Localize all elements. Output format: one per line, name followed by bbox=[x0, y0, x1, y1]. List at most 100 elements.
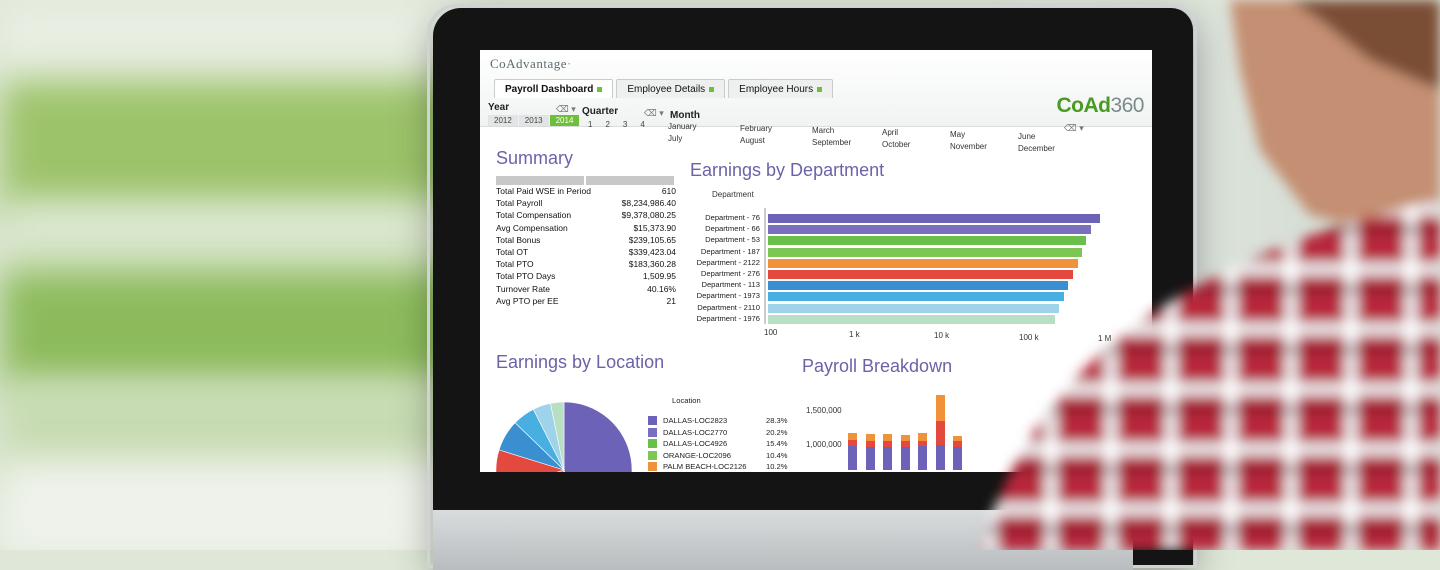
payroll-bar-segment[interactable] bbox=[918, 433, 927, 441]
dept-bar[interactable] bbox=[768, 258, 1078, 268]
bg-band-green-1 bbox=[0, 80, 470, 220]
summary-row: Total PTO $183,360.28 bbox=[496, 258, 676, 270]
payroll-bar-segment[interactable] bbox=[935, 420, 945, 445]
dept-bar[interactable] bbox=[768, 292, 1064, 302]
dept-bar[interactable] bbox=[768, 270, 1074, 279]
month-option-april[interactable]: April bbox=[882, 128, 899, 137]
payroll-ytick-1000000: 1,000,000 bbox=[806, 440, 842, 449]
legend-location-label[interactable]: PALM BEACH-LOC2126 bbox=[663, 462, 747, 471]
payroll-bar-segment[interactable] bbox=[865, 440, 875, 448]
dept-xtick: 10 k bbox=[934, 331, 950, 340]
payroll-bar-segment[interactable] bbox=[953, 436, 962, 442]
payroll-bar-segment[interactable] bbox=[918, 440, 927, 446]
tab-bar: Payroll Dashboard Employee Details Emplo… bbox=[494, 79, 836, 98]
dept-scrollbar[interactable] bbox=[764, 208, 766, 324]
dept-label: Department - 2110 bbox=[697, 302, 760, 312]
tab-payroll-dashboard[interactable]: Payroll Dashboard bbox=[494, 79, 614, 98]
year-option-2012[interactable]: 2012 bbox=[488, 115, 518, 126]
summary-row: Turnover Rate 40.16% bbox=[496, 283, 676, 295]
quarter-option-2[interactable]: 2 bbox=[605, 120, 610, 129]
payroll-bar-segment[interactable] bbox=[918, 446, 927, 470]
year-option-2013[interactable]: 2013 bbox=[518, 115, 549, 126]
quarter-clear-icon[interactable]: ⌫ ▾ bbox=[644, 108, 664, 118]
payroll-bar-segment[interactable] bbox=[935, 395, 945, 421]
payroll-bar-segment[interactable] bbox=[865, 447, 875, 470]
summary-row: Total OT $339,423.04 bbox=[496, 246, 676, 258]
payroll-bar-segment[interactable] bbox=[953, 441, 962, 448]
summary-rows: Total Paid WSE in Period 610 Total Payroll… bbox=[496, 185, 676, 307]
legend-swatch bbox=[648, 462, 657, 471]
dept-label: Department - 1973 bbox=[696, 291, 760, 301]
legend-location-percent: 15.4% bbox=[766, 439, 788, 448]
quarter-option-3[interactable]: 3 bbox=[622, 120, 628, 129]
dept-bar[interactable] bbox=[768, 281, 1068, 291]
payroll-bar-segment[interactable] bbox=[935, 444, 945, 470]
dept-bar[interactable] bbox=[768, 303, 1060, 313]
summary-row: Total Paid WSE in Period 610 bbox=[496, 185, 676, 197]
payroll-bar-segment[interactable] bbox=[900, 434, 910, 442]
legend-location-percent: 10.4% bbox=[766, 450, 788, 460]
month-option-july[interactable]: July bbox=[668, 134, 683, 143]
month-option-october[interactable]: October bbox=[882, 140, 911, 149]
payroll-bar-segment[interactable] bbox=[848, 440, 857, 446]
location-legend-title: Location bbox=[672, 396, 701, 405]
month-option-december[interactable]: December bbox=[1018, 144, 1055, 153]
filter-panel: Year 2012 2013 2014 ⌫ ▾ Quarter 1 2 3 4 ⌫ ▾ M… bbox=[480, 102, 1152, 158]
payroll-bar-segment[interactable] bbox=[883, 434, 892, 441]
payroll-ytick-1500000: 1,500,000 bbox=[806, 406, 842, 415]
pie-slice[interactable] bbox=[563, 401, 633, 472]
summary-row-label: Total Compensation bbox=[496, 210, 572, 221]
payroll-bar-segment[interactable] bbox=[848, 432, 857, 440]
summary-row: Avg PTO per EE 21 bbox=[496, 295, 676, 307]
month-clear-icon[interactable]: ⌫ ▾ bbox=[1064, 123, 1084, 133]
year-option-2014[interactable]: 2014 bbox=[549, 115, 580, 126]
summary-row-value: 40.16% bbox=[647, 283, 676, 294]
payroll-bar-segment[interactable] bbox=[848, 446, 857, 470]
legend-swatch bbox=[648, 427, 657, 437]
legend-location-label[interactable]: ORANGE-LOC2096 bbox=[663, 450, 731, 460]
summary-table: Total Paid WSE in Period 610 Total Payroll… bbox=[496, 176, 676, 307]
quarter-option-4[interactable]: 4 bbox=[640, 120, 645, 129]
summary-row-label: Avg Compensation bbox=[496, 222, 568, 233]
month-option-june[interactable]: June bbox=[1018, 132, 1036, 141]
dept-bar[interactable] bbox=[768, 214, 1100, 223]
quarter-option-1[interactable]: 1 bbox=[588, 120, 593, 129]
month-option-august[interactable]: August bbox=[740, 136, 765, 145]
legend-location-percent: 20.2% bbox=[766, 427, 788, 437]
month-option-september[interactable]: September bbox=[812, 138, 852, 147]
dept-xtick: 100 k bbox=[1019, 332, 1039, 342]
dept-label: Department - 66 bbox=[705, 224, 760, 234]
pie-slice[interactable] bbox=[550, 401, 565, 471]
dept-bar[interactable] bbox=[768, 236, 1087, 246]
payroll-bar-segment[interactable] bbox=[883, 446, 892, 470]
payroll-bar-segment[interactable] bbox=[900, 441, 910, 448]
payroll-bar-segment[interactable] bbox=[953, 447, 962, 470]
summary-row: Total Compensation $9,378,080.25 bbox=[496, 209, 676, 221]
legend-location-label[interactable]: DALLAS-LOC4926 bbox=[663, 439, 728, 448]
year-clear-icon[interactable]: ⌫ ▾ bbox=[556, 104, 576, 114]
location-pie-chart bbox=[495, 401, 633, 472]
month-option-march[interactable]: March bbox=[812, 126, 835, 135]
tab-employee-hours[interactable]: Employee Hours bbox=[728, 79, 834, 98]
dept-xtick: 1 M bbox=[1098, 334, 1112, 343]
month-option-november[interactable]: November bbox=[950, 142, 987, 151]
payroll-bar-segment[interactable] bbox=[900, 447, 910, 470]
tab-employee-details[interactable]: Employee Details bbox=[616, 79, 726, 98]
payroll-bar-segment[interactable] bbox=[865, 434, 875, 441]
month-option-january[interactable]: January bbox=[668, 122, 697, 131]
dept-bar[interactable] bbox=[768, 225, 1091, 235]
app-header: CoAdvantage· CoAd360 Payroll Dashboard E… bbox=[480, 50, 1152, 127]
legend-location-label[interactable]: DALLAS-LOC2770 bbox=[663, 427, 728, 437]
summary-row-value: $183,360.28 bbox=[628, 259, 676, 270]
summary-row-label: Total Bonus bbox=[496, 234, 541, 245]
month-option-february[interactable]: February bbox=[740, 124, 773, 133]
month-option-may[interactable]: May bbox=[950, 130, 966, 139]
payroll-bar-segment[interactable] bbox=[883, 440, 892, 447]
summary-header bbox=[496, 176, 676, 185]
location-chart-title: Earnings by Location bbox=[496, 352, 665, 372]
dept-bar[interactable] bbox=[768, 247, 1083, 257]
dept-bar[interactable] bbox=[768, 314, 1055, 324]
summary-row-value: 21 bbox=[666, 295, 676, 306]
legend-location-label[interactable]: DALLAS-LOC2823 bbox=[663, 416, 728, 425]
dept-label: Department - 1976 bbox=[696, 313, 760, 323]
